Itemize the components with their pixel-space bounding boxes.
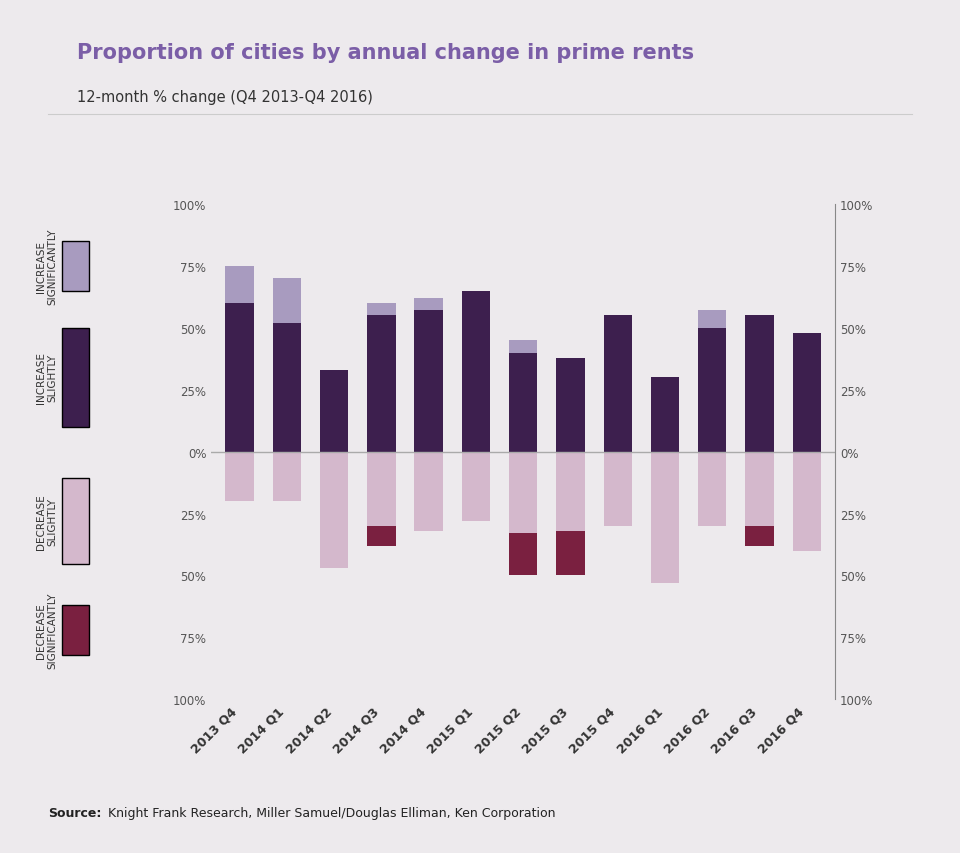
Bar: [509, 452, 538, 534]
Bar: [273, 452, 301, 502]
Bar: [273, 279, 301, 323]
Bar: [793, 334, 821, 452]
Text: Knight Frank Research, Miller Samuel/Douglas Elliman, Ken Corporation: Knight Frank Research, Miller Samuel/Dou…: [104, 806, 555, 819]
Bar: [462, 291, 491, 452]
Bar: [556, 531, 585, 576]
Text: 12-month % change (Q4 2013-Q4 2016): 12-month % change (Q4 2013-Q4 2016): [77, 90, 372, 105]
Bar: [367, 304, 396, 316]
Bar: [367, 316, 396, 452]
Bar: [320, 370, 348, 452]
Bar: [745, 316, 774, 452]
Text: INCREASE
SLIGHTLY: INCREASE SLIGHTLY: [36, 352, 58, 403]
Text: INCREASE
SIGNIFICANTLY: INCREASE SIGNIFICANTLY: [36, 229, 58, 305]
Bar: [556, 452, 585, 531]
Bar: [415, 452, 443, 531]
Bar: [698, 311, 727, 328]
Bar: [604, 452, 632, 526]
Bar: [320, 452, 348, 568]
Bar: [651, 452, 679, 583]
Bar: [415, 299, 443, 311]
Text: DECREASE
SLIGHTLY: DECREASE SLIGHTLY: [36, 494, 58, 549]
Bar: [651, 378, 679, 452]
Text: Source:: Source:: [48, 806, 102, 819]
Bar: [509, 534, 538, 576]
Bar: [604, 316, 632, 452]
Bar: [745, 526, 774, 546]
Bar: [367, 452, 396, 526]
Bar: [462, 452, 491, 521]
Bar: [698, 328, 727, 452]
Bar: [745, 452, 774, 526]
Text: DECREASE
SIGNIFICANTLY: DECREASE SIGNIFICANTLY: [36, 592, 58, 669]
Bar: [415, 311, 443, 452]
Bar: [226, 304, 253, 452]
Text: Proportion of cities by annual change in prime rents: Proportion of cities by annual change in…: [77, 43, 694, 62]
Bar: [556, 358, 585, 452]
Bar: [226, 452, 253, 502]
Bar: [509, 340, 538, 353]
Bar: [367, 526, 396, 546]
Bar: [509, 353, 538, 452]
Bar: [226, 266, 253, 304]
Bar: [793, 452, 821, 551]
Bar: [273, 323, 301, 452]
Bar: [698, 452, 727, 526]
